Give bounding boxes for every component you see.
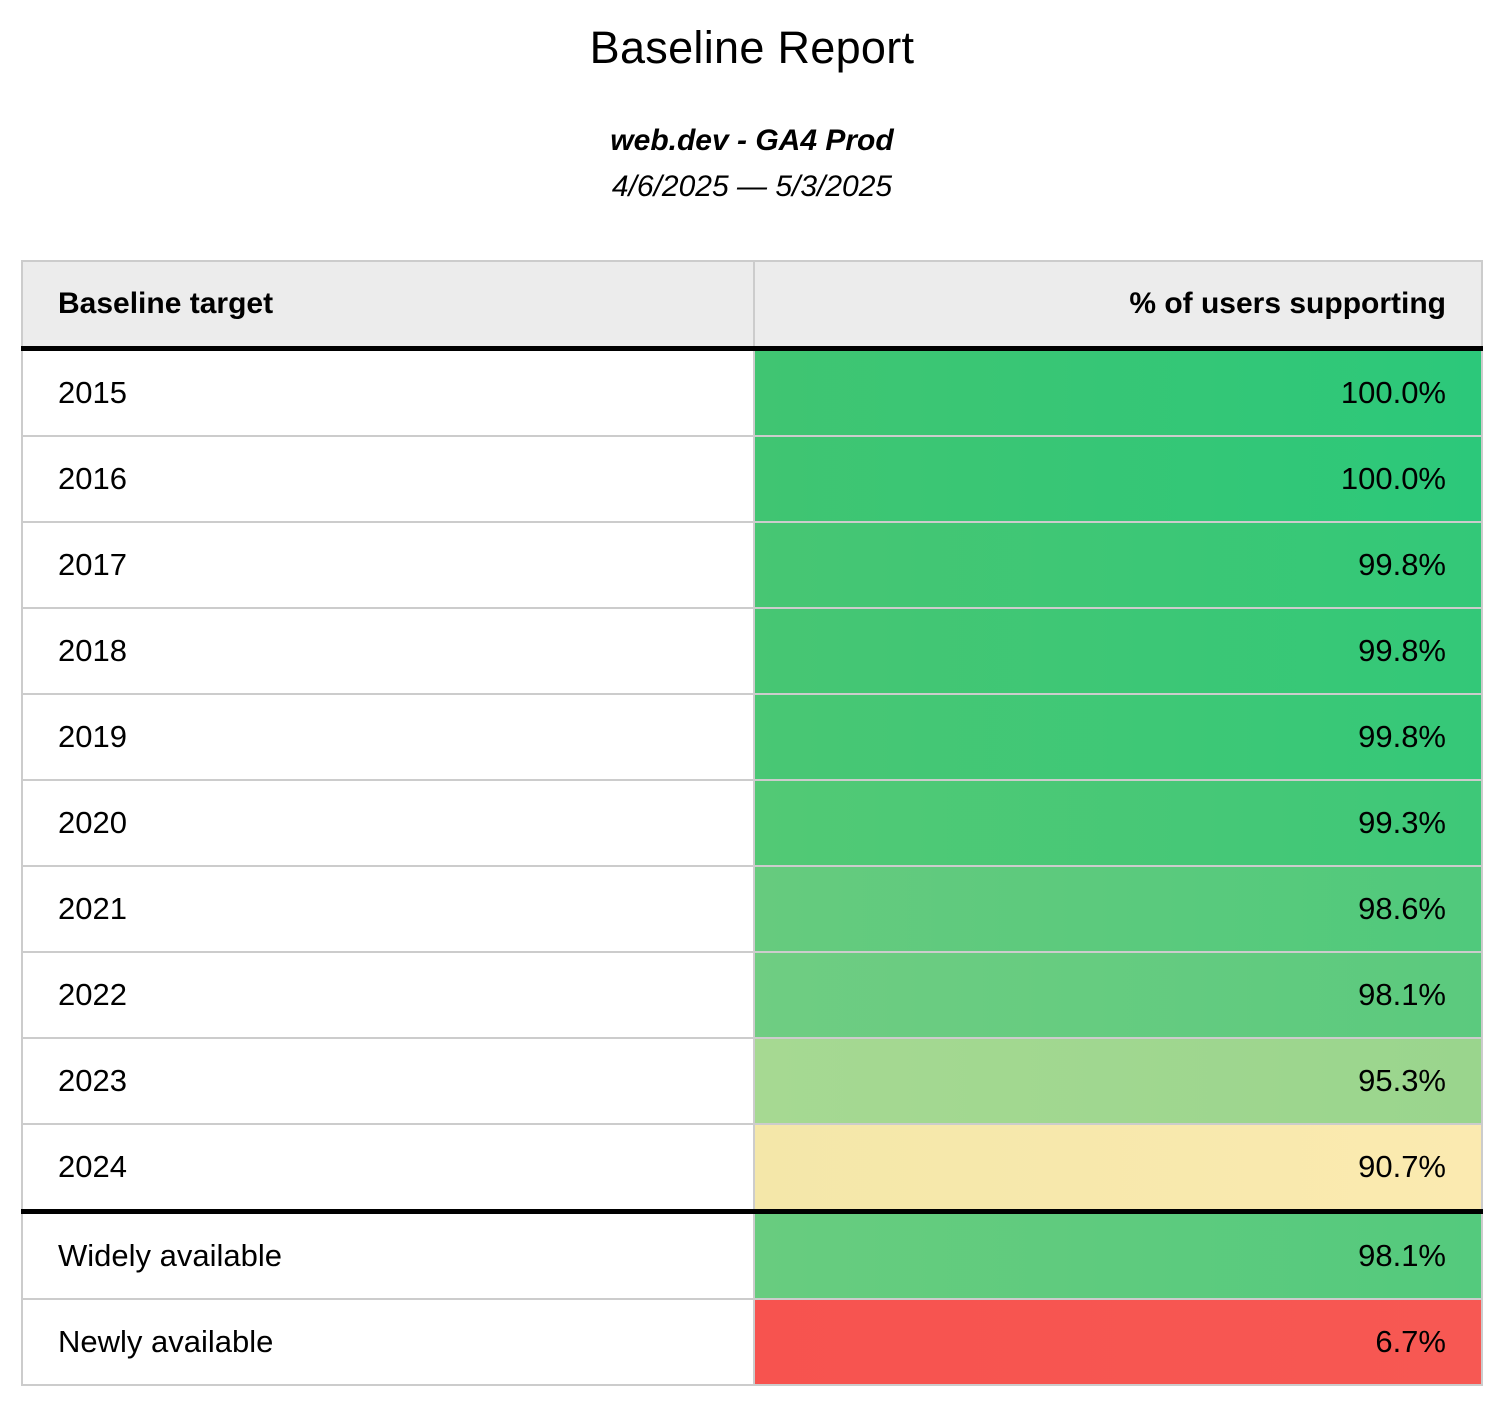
table-body: 2015 100.0% 2016 100.0% 2017 99.8% 2018 … <box>21 347 1483 1386</box>
target-cell: Widely available <box>21 1209 755 1300</box>
table-row: 2017 99.8% <box>21 521 1483 609</box>
value-cell: 95.3% <box>753 1037 1483 1125</box>
table-row: 2022 98.1% <box>21 951 1483 1039</box>
table-row: 2024 90.7% <box>21 1123 1483 1213</box>
target-cell: 2019 <box>21 693 755 781</box>
table-row: 2020 99.3% <box>21 779 1483 867</box>
value-cell: 100.0% <box>753 347 1483 437</box>
value-cell: 99.8% <box>753 693 1483 781</box>
value-cell: 6.7% <box>753 1298 1483 1386</box>
table-row: 2021 98.6% <box>21 865 1483 953</box>
target-cell: 2016 <box>21 435 755 523</box>
table-header-row: Baseline target % of users supporting <box>21 260 1483 351</box>
report-date-range: 4/6/2025 — 5/3/2025 <box>611 170 893 203</box>
target-cell: 2023 <box>21 1037 755 1125</box>
page-title: Baseline Report <box>589 22 915 73</box>
column-header-users-supporting: % of users supporting <box>753 260 1483 351</box>
table-row: 2019 99.8% <box>21 693 1483 781</box>
value-cell: 98.6% <box>753 865 1483 953</box>
column-header-baseline-target: Baseline target <box>21 260 755 351</box>
report-subtitle: web.dev - GA4 Prod <box>610 124 894 157</box>
report-header: Baseline Report web.dev - GA4 Prod 4/6/2… <box>0 22 1504 204</box>
baseline-table: Baseline target % of users supporting 20… <box>21 260 1483 1386</box>
target-cell: 2018 <box>21 607 755 695</box>
value-cell: 90.7% <box>753 1123 1483 1213</box>
target-cell: 2022 <box>21 951 755 1039</box>
target-cell: Newly available <box>21 1298 755 1386</box>
value-cell: 99.8% <box>753 521 1483 609</box>
target-cell: 2020 <box>21 779 755 867</box>
table-row: 2023 95.3% <box>21 1037 1483 1125</box>
value-cell: 99.8% <box>753 607 1483 695</box>
value-cell: 100.0% <box>753 435 1483 523</box>
target-cell: 2021 <box>21 865 755 953</box>
table-row: Widely available 98.1% <box>21 1209 1483 1300</box>
value-cell: 98.1% <box>753 1209 1483 1300</box>
table-header: Baseline target % of users supporting <box>21 260 1483 351</box>
value-cell: 99.3% <box>753 779 1483 867</box>
target-cell: 2017 <box>21 521 755 609</box>
target-cell: 2024 <box>21 1123 755 1213</box>
target-cell: 2015 <box>21 347 755 437</box>
table-row: 2018 99.8% <box>21 607 1483 695</box>
value-cell: 98.1% <box>753 951 1483 1039</box>
table-row: 2015 100.0% <box>21 347 1483 437</box>
table-row: Newly available 6.7% <box>21 1298 1483 1386</box>
table-row: 2016 100.0% <box>21 435 1483 523</box>
